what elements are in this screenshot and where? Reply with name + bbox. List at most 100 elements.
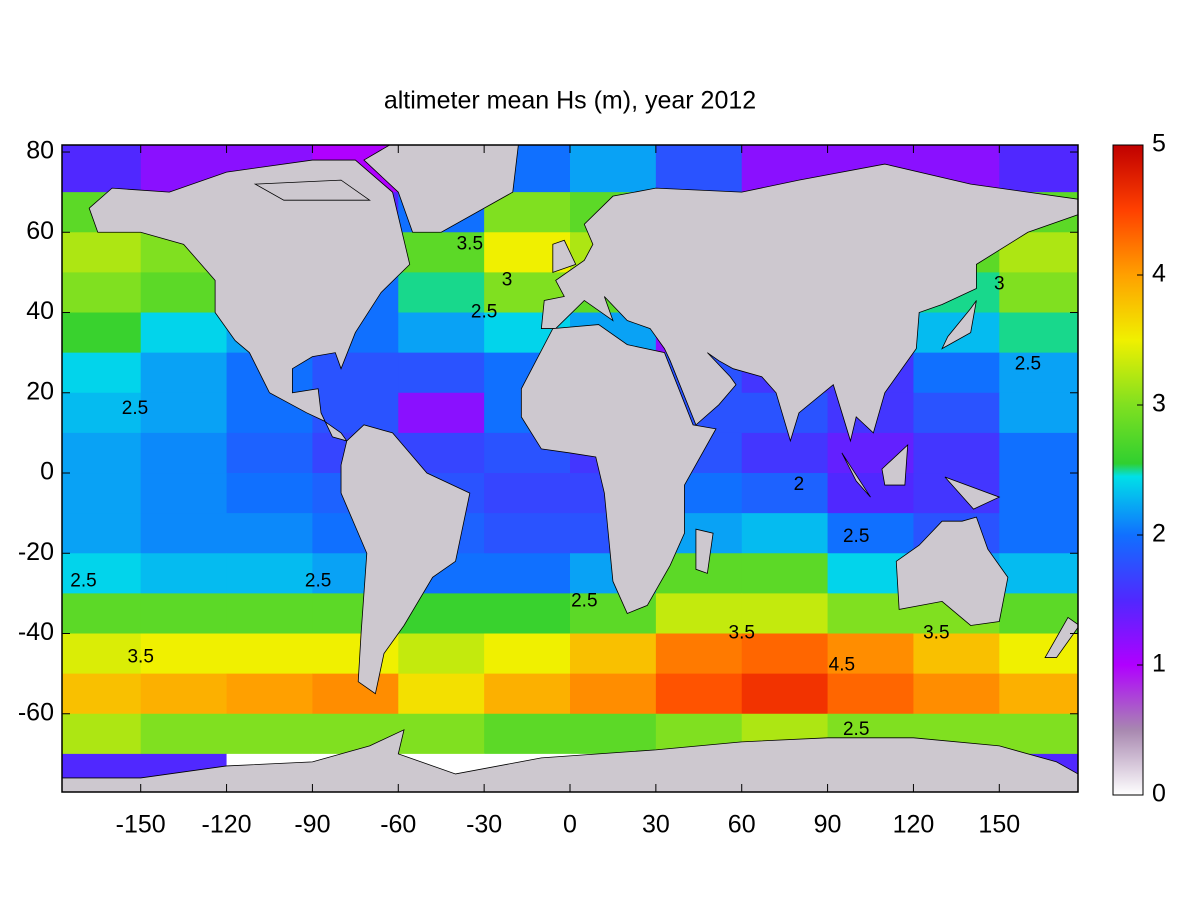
y-tick-label: 40 [26,297,54,325]
cell [62,553,142,594]
cell [999,473,1078,514]
cell [398,232,485,273]
cell [140,473,228,514]
landmass [62,729,1078,792]
colorbar-tick-label: 5 [1152,130,1166,158]
cell [999,392,1078,434]
cell [62,392,142,434]
cell [312,352,399,394]
cell [226,713,313,755]
cell [140,432,228,474]
cell [999,673,1078,715]
cell [999,513,1078,554]
cell [655,145,743,193]
landmass [253,179,371,201]
contour-label: 2.5 [305,570,331,591]
cell [484,633,571,675]
cell [484,593,571,635]
cell [62,272,142,314]
cell [655,673,743,715]
cell [827,673,914,715]
cell [999,713,1078,755]
cell [398,312,485,354]
landmass [841,452,871,498]
cell [484,713,571,755]
cell [741,553,829,594]
x-tick-label: 60 [728,811,756,839]
cell [999,352,1078,394]
colorbar-tick-label: 4 [1152,260,1166,288]
colorbar-tick-label: 2 [1152,520,1166,548]
cell [398,352,485,394]
y-tick-label: 60 [26,217,54,245]
contour-label: 3 [994,273,1005,294]
cell [62,312,142,354]
landmass [941,300,977,350]
y-tick-label: -40 [18,618,54,646]
cell [62,145,142,193]
x-tick-label: -60 [380,811,416,839]
contour-label: 2.5 [843,526,869,547]
cell [398,272,485,314]
chart-title: altimeter mean Hs (m), year 2012 [384,87,756,115]
cell [62,473,142,514]
landmass [363,145,519,233]
cell [999,633,1078,675]
contour-label: 2 [794,474,805,495]
cell [655,633,743,675]
landmass [552,239,577,273]
contour-label: 2.5 [571,590,597,611]
x-tick-label: 0 [563,811,577,839]
landmass [520,324,717,614]
cell [913,392,1000,434]
cell [226,473,313,514]
cell [62,352,142,394]
landmass [1044,616,1078,658]
cell [140,513,228,554]
contour-label: 2.5 [843,719,869,740]
y-tick-label: 0 [40,458,54,486]
cell [913,352,1000,394]
cell [140,633,228,675]
cell [999,553,1078,594]
contour-label: 3.5 [127,647,153,668]
cell [140,272,228,314]
cell [741,593,829,635]
x-tick-label: -30 [466,811,502,839]
cell [226,432,313,474]
cell [484,553,571,594]
cell [655,593,743,635]
cell [570,633,657,675]
contour-label: 3 [502,269,513,290]
x-tick-label: -90 [294,811,330,839]
cell [741,513,829,554]
cell [999,272,1078,314]
colorbar [1112,144,1144,796]
colorbar-tick-label: 1 [1152,650,1166,678]
cell [827,513,914,554]
cell [140,553,228,594]
cell [62,633,142,675]
cell [570,673,657,715]
cell [484,673,571,715]
cell [226,593,313,635]
cell [827,633,914,675]
cell [62,232,142,273]
cell [913,633,1000,675]
cell [140,312,228,354]
cell [741,473,829,514]
cell [62,513,142,554]
cell [999,312,1078,354]
contour-label: 3.5 [729,623,755,644]
cell [741,633,829,675]
contour-label: 2.5 [471,302,497,323]
cell [398,392,485,434]
x-tick-label: 120 [893,811,935,839]
landmass [340,424,471,695]
land [62,145,1078,792]
colorbar-tick-label: 0 [1152,780,1166,808]
cell [312,673,399,715]
landmass [895,516,1009,626]
cell [484,513,571,554]
contour-label: 2.5 [70,570,96,591]
